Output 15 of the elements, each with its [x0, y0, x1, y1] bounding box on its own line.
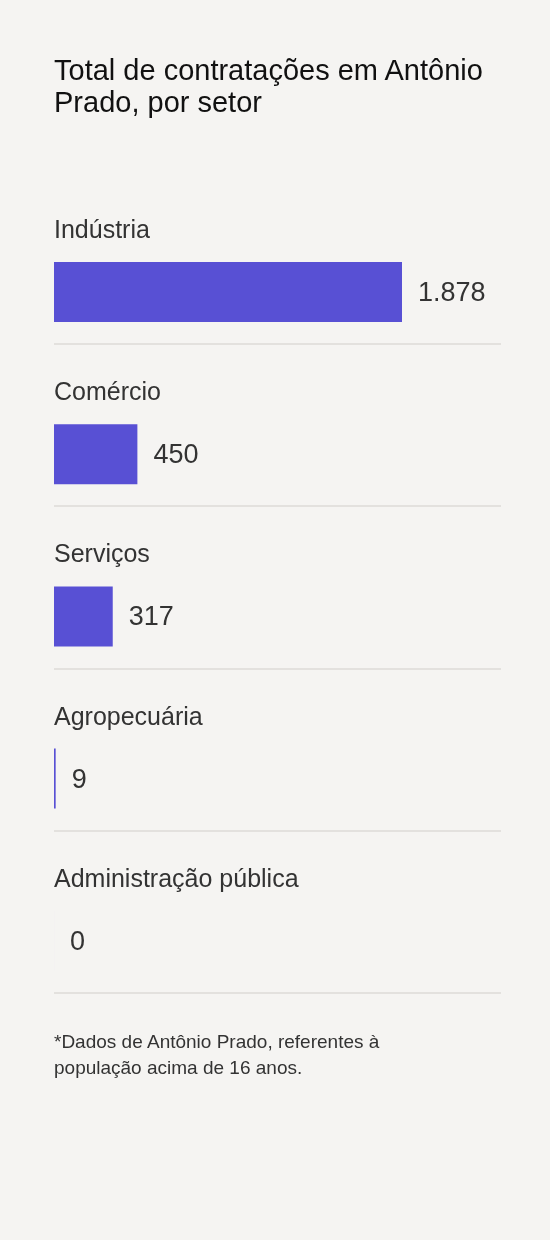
bar: [54, 262, 402, 322]
data-label: 317: [128, 601, 174, 632]
data-label: 9: [71, 763, 87, 794]
chart-title: Total de contratações em Antônio Prado, por setor: [54, 54, 484, 118]
data-label: 450: [153, 439, 199, 470]
bar: [54, 424, 138, 485]
y-tick-label: Comércio: [54, 377, 161, 406]
data-label: 1.878: [418, 277, 486, 307]
text: *Dados de Antônio Prado, referentes à população acima de 16 anos.: [54, 1030, 381, 1080]
bar: [54, 586, 113, 647]
y-tick-label: Administração pública: [54, 863, 299, 892]
y-tick-label: Agropecuária: [54, 701, 203, 730]
y-tick-label: Serviços: [54, 539, 150, 568]
data-label: 0: [70, 925, 86, 956]
y-tick-label: Indústria: [54, 215, 150, 243]
